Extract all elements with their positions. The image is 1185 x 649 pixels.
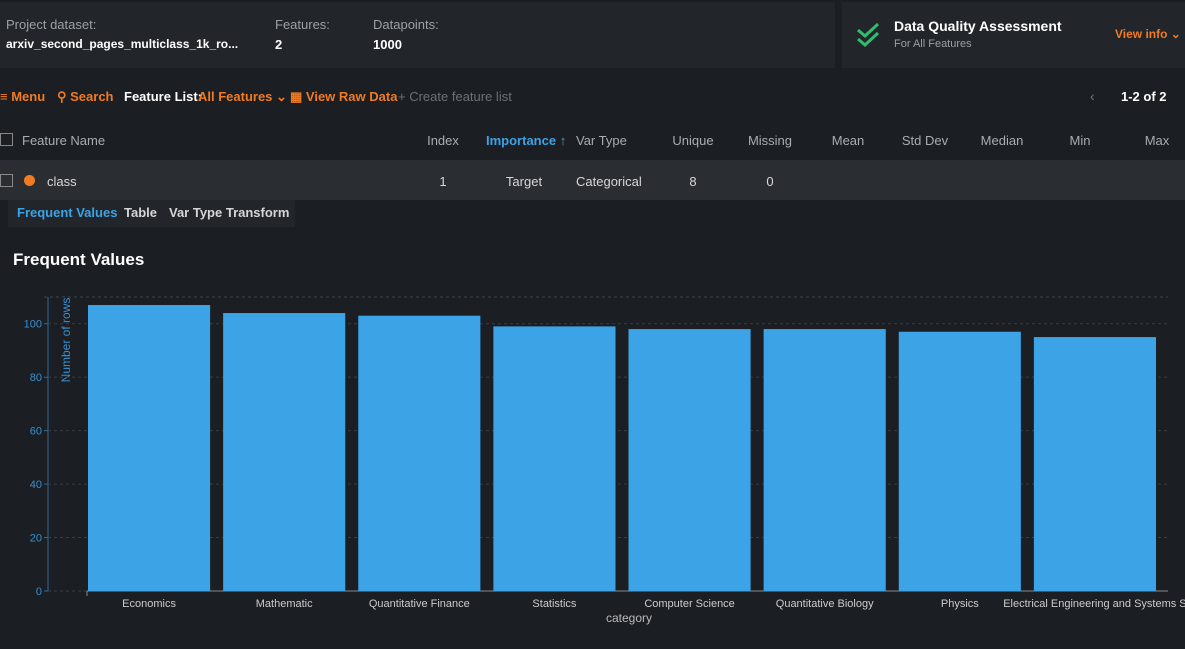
table-cell: Target bbox=[464, 174, 584, 189]
link-text[interactable]: View info bbox=[1115, 27, 1167, 41]
quality-subtitle: For All Features bbox=[894, 38, 972, 50]
bar bbox=[1034, 337, 1156, 591]
label: Datapoints: bbox=[373, 17, 439, 32]
x-tick-label: Statistics bbox=[532, 598, 577, 610]
menu-button[interactable]: ≡ Menu bbox=[0, 89, 45, 104]
checkbox[interactable] bbox=[0, 133, 13, 146]
value: 1000 bbox=[373, 37, 402, 52]
expand-icon[interactable] bbox=[24, 175, 35, 186]
check-icon bbox=[856, 22, 880, 48]
x-tick-label: Mathematic bbox=[256, 598, 313, 610]
x-tick-label: Quantitative Biology bbox=[776, 598, 874, 610]
quality-title: Data Quality Assessment bbox=[894, 18, 1062, 34]
search-button[interactable]: ⚲ Search bbox=[57, 89, 114, 105]
checkbox[interactable] bbox=[0, 174, 13, 187]
raw-data-button[interactable]: ▦ View Raw Data bbox=[290, 89, 397, 105]
x-tick-label: Economics bbox=[122, 598, 176, 610]
x-tick-label: Quantitative Finance bbox=[369, 598, 470, 610]
column-header[interactable]: Max bbox=[1097, 133, 1185, 148]
prev-page[interactable]: ‹ bbox=[1090, 88, 1095, 104]
table-cell: 0 bbox=[710, 174, 830, 189]
bar bbox=[493, 326, 615, 591]
x-axis-label: category bbox=[606, 611, 652, 625]
view-info-link[interactable]: View info ⌄ bbox=[1115, 27, 1181, 41]
chart: category Number of rows 0 20 40 60 80 100 Econ… bbox=[0, 280, 1185, 640]
x-tick-label: Electrical Engineering and Systems S bbox=[1003, 598, 1185, 610]
section-title: Frequent Values bbox=[13, 250, 144, 270]
tab[interactable]: Var Type Transform bbox=[169, 205, 289, 220]
y-axis-label: Number of rows bbox=[59, 298, 73, 383]
label: Project dataset: bbox=[6, 17, 96, 32]
column-header[interactable]: Index bbox=[383, 133, 503, 148]
search-text[interactable]: Search bbox=[70, 89, 113, 104]
label: Features: bbox=[275, 17, 330, 32]
sort-arrow: ↑ bbox=[560, 133, 567, 148]
bar bbox=[88, 305, 210, 591]
bar bbox=[223, 313, 345, 591]
y-tick-label: 80 bbox=[30, 372, 42, 384]
menu-text[interactable]: Menu bbox=[11, 89, 45, 104]
y-tick-label: 0 bbox=[36, 586, 42, 598]
table-cell: Categorical bbox=[576, 174, 642, 189]
create-list-button[interactable]: + Create feature list bbox=[398, 89, 512, 104]
dataset-name: arxiv_second_pages_multiclass_1k_ro... bbox=[6, 37, 238, 51]
dataset-panel bbox=[0, 2, 835, 68]
y-tick-label: 100 bbox=[24, 319, 42, 331]
tab[interactable]: Table bbox=[124, 205, 157, 220]
x-tick-label: Physics bbox=[941, 598, 979, 610]
column-header[interactable]: Var Type bbox=[576, 133, 627, 148]
y-tick-label: 20 bbox=[30, 533, 42, 545]
pagination: 1-2 of 2 bbox=[1121, 89, 1167, 104]
y-tick-label: 40 bbox=[30, 479, 42, 491]
value: 2 bbox=[275, 37, 282, 52]
bar bbox=[358, 316, 480, 591]
column-header[interactable]: Feature Name bbox=[22, 133, 105, 148]
feature-list-label: Feature List: bbox=[124, 89, 202, 104]
x-tick-label: Computer Science bbox=[644, 598, 735, 610]
bar bbox=[764, 329, 886, 591]
tab[interactable]: Frequent Values bbox=[17, 205, 117, 220]
create-text[interactable]: Create feature list bbox=[409, 89, 512, 104]
bar bbox=[629, 329, 751, 591]
raw-data-text[interactable]: View Raw Data bbox=[306, 89, 398, 104]
table-cell: class bbox=[47, 174, 77, 189]
feature-list-text[interactable]: All Features bbox=[198, 89, 272, 104]
feature-list-select[interactable]: All Features ⌄ bbox=[198, 89, 287, 105]
y-tick-label: 60 bbox=[30, 426, 42, 438]
column-header[interactable]: Importance ↑ bbox=[486, 133, 566, 148]
bar bbox=[899, 332, 1021, 591]
